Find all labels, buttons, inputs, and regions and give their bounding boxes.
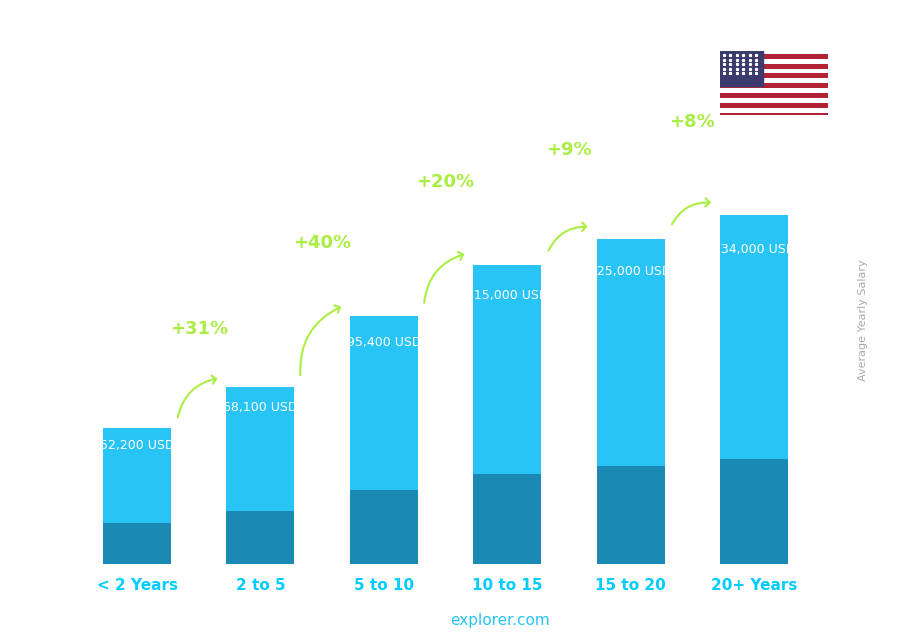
Bar <box>720 103 828 108</box>
Text: +40%: +40% <box>293 234 351 252</box>
Text: +20%: +20% <box>417 172 474 190</box>
Text: +8%: +8% <box>670 113 716 131</box>
Bar <box>720 78 828 83</box>
Bar <box>227 387 294 564</box>
Bar <box>720 215 788 564</box>
Text: explorer.com: explorer.com <box>450 613 550 628</box>
Bar <box>104 428 171 564</box>
Bar <box>720 51 763 86</box>
Text: salary: salary <box>398 613 450 628</box>
Text: +9%: +9% <box>546 141 591 159</box>
Bar <box>720 69 828 74</box>
Bar <box>227 511 294 564</box>
Bar <box>473 265 541 564</box>
Bar <box>597 238 664 564</box>
Text: 125,000 USD: 125,000 USD <box>590 265 671 278</box>
Bar <box>720 460 788 564</box>
Text: 52,200 USD: 52,200 USD <box>100 439 175 452</box>
Bar <box>720 93 828 98</box>
Bar <box>473 474 541 564</box>
Bar <box>720 54 828 59</box>
Bar <box>720 59 828 63</box>
Text: +31%: +31% <box>170 320 228 338</box>
Text: 95,400 USD: 95,400 USD <box>346 335 421 349</box>
Text: 115,000 USD: 115,000 USD <box>466 288 548 301</box>
Bar <box>104 523 171 564</box>
Text: Service Support Lead: Service Support Lead <box>54 93 277 113</box>
Bar <box>720 113 828 118</box>
Text: 134,000 USD: 134,000 USD <box>713 243 796 256</box>
Text: Average Yearly Salary: Average Yearly Salary <box>859 260 868 381</box>
Bar <box>597 467 664 564</box>
Bar <box>720 83 828 88</box>
Bar <box>720 98 828 103</box>
Bar <box>350 490 418 564</box>
Text: Salary Comparison By Experience: Salary Comparison By Experience <box>54 45 630 74</box>
Bar <box>720 74 828 78</box>
Text: 68,100 USD: 68,100 USD <box>223 401 298 414</box>
Bar <box>720 63 828 69</box>
Bar <box>350 315 418 564</box>
Bar <box>720 108 828 113</box>
Bar <box>720 88 828 93</box>
